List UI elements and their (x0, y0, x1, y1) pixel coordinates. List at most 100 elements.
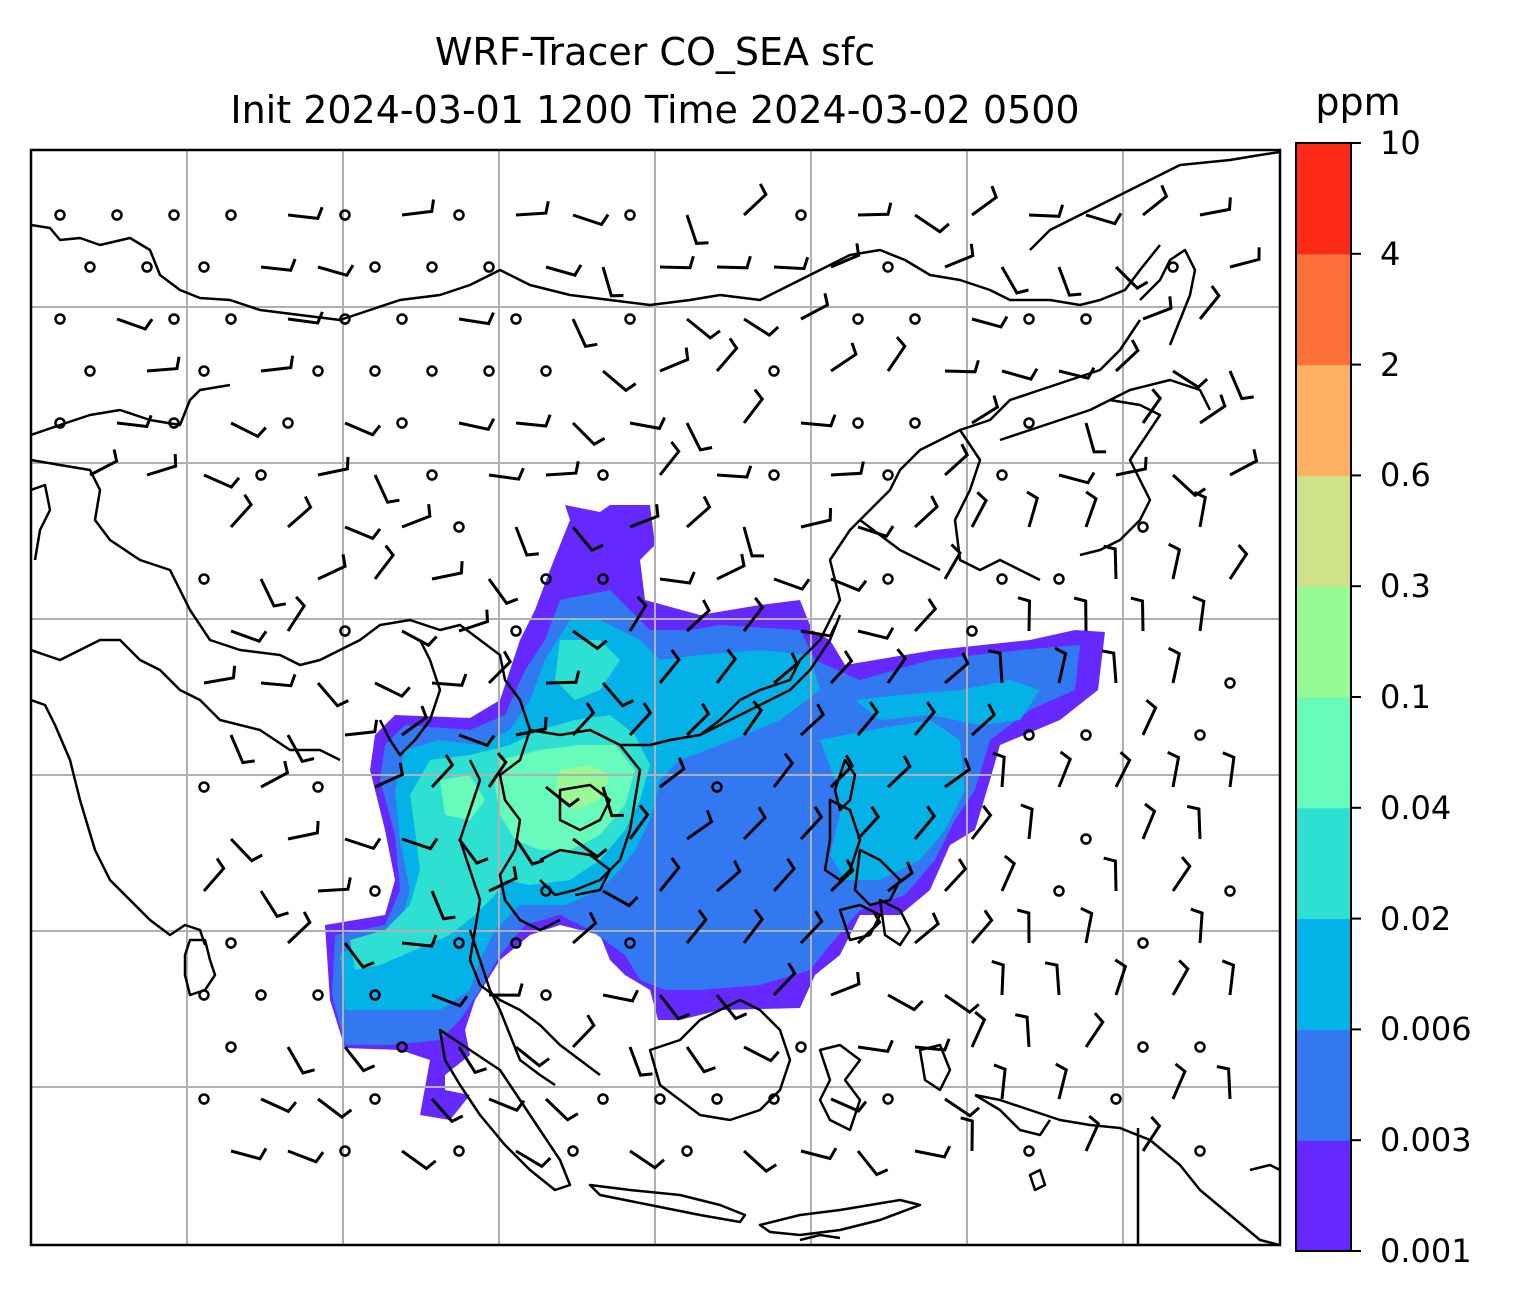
wind-barb (286, 734, 315, 764)
wind-barb (943, 543, 962, 580)
wind-calm-marker (795, 1041, 807, 1053)
wind-barb (1084, 490, 1098, 528)
wind-calm-marker (510, 625, 522, 637)
colorbar-tick-label: 0.001 (1380, 1232, 1472, 1270)
wind-barbs (54, 183, 1261, 1177)
wind-barb (545, 264, 583, 277)
wind-barb (1073, 596, 1088, 632)
wind-barb (800, 624, 837, 638)
wind-barb (1054, 646, 1068, 684)
wind-barb (800, 414, 837, 428)
wind-barb (1057, 266, 1082, 297)
wind-barb (544, 1097, 579, 1122)
wind-calm-marker (540, 573, 552, 585)
wind-barb (1084, 1012, 1105, 1048)
wind-barb (1000, 854, 1017, 892)
wind-barb (401, 504, 432, 529)
wind-barb (742, 596, 765, 632)
wind-barb (457, 838, 489, 865)
wind-calm-marker (369, 365, 381, 377)
colorbar (1296, 142, 1361, 1252)
wind-barb (373, 544, 395, 580)
wind-calm-marker (312, 781, 324, 793)
wind-calm-marker (882, 469, 894, 481)
wind-barb (628, 701, 653, 737)
wind-barb (944, 652, 970, 685)
wind-barb (287, 495, 313, 529)
wind-calm-marker (654, 1093, 666, 1105)
wind-barb (742, 806, 767, 841)
wind-barb (1171, 959, 1190, 996)
wind-barb (286, 1046, 315, 1075)
wind-calm-marker (255, 469, 267, 481)
wind-barb (572, 911, 598, 945)
wind-barb (401, 705, 429, 737)
wind-calm-marker (1224, 677, 1236, 689)
wind-calm-marker (711, 1093, 723, 1105)
wind-calm-marker (453, 1145, 465, 1157)
wind-calm-marker (1080, 833, 1092, 845)
wind-barb (515, 414, 552, 428)
wind-barb (629, 1149, 665, 1170)
wind-barb (856, 1150, 889, 1177)
colorbar-segment (1296, 1140, 1351, 1252)
wind-barb (856, 701, 880, 736)
wind-barb (829, 859, 855, 893)
wind-barb (742, 526, 764, 558)
wind-barb (913, 701, 937, 736)
wind-barb (628, 804, 650, 840)
wind-barb (944, 243, 975, 269)
wind-barb (742, 1149, 778, 1173)
wind-calm-marker (1023, 1145, 1035, 1157)
wind-barb (1114, 265, 1149, 290)
colorbar-tick-label: 10 (1380, 124, 1421, 162)
wind-barb (742, 908, 765, 944)
wind-barb (715, 994, 748, 1021)
wind-barb (601, 266, 624, 298)
wind-barb (1167, 646, 1182, 684)
wind-barb (229, 734, 255, 765)
wind-barb (1190, 907, 1204, 944)
wind-barb (260, 355, 295, 373)
wind-barb (146, 454, 178, 477)
wind-barb (943, 858, 968, 893)
wind-barb (316, 682, 349, 708)
wind-barb (830, 971, 861, 997)
wind-barb (1167, 750, 1181, 788)
wind-barb (944, 757, 972, 789)
wind-barb (685, 1046, 716, 1074)
wind-barb (487, 578, 519, 606)
wind-barb (1193, 491, 1207, 528)
wind-barb (659, 757, 686, 789)
wind-barb (1171, 473, 1207, 498)
wind-barb (514, 526, 539, 557)
wind-calm-marker (1194, 1145, 1206, 1157)
wind-calm-marker (483, 261, 495, 273)
wind-barb (830, 1097, 868, 1113)
wind-barb (230, 421, 267, 439)
colorbar-segment (1296, 1029, 1351, 1141)
wind-barb (572, 837, 608, 859)
wind-barb (344, 719, 379, 737)
wind-barb (1142, 184, 1169, 217)
wind-barb (943, 443, 970, 477)
wind-barb (715, 648, 737, 684)
wind-barb (431, 993, 469, 1008)
wind-barb (260, 760, 290, 789)
wind-calm-marker (1110, 1093, 1122, 1105)
wind-barb (515, 1149, 552, 1169)
wind-calm-marker (909, 417, 921, 429)
wind-calm-marker (54, 209, 66, 221)
map-area (31, 150, 1280, 1245)
wind-barb (829, 754, 855, 789)
wind-barb (913, 805, 937, 840)
wind-barb (430, 1098, 464, 1124)
wind-calm-marker (624, 313, 636, 325)
wind-calm-marker (852, 313, 864, 325)
wind-barb (987, 649, 1004, 684)
wind-barb (1228, 544, 1249, 580)
wind-calm-marker (369, 885, 381, 897)
wind-calm-marker (768, 1093, 780, 1105)
wind-barb (344, 525, 382, 541)
wind-barb (487, 650, 513, 685)
